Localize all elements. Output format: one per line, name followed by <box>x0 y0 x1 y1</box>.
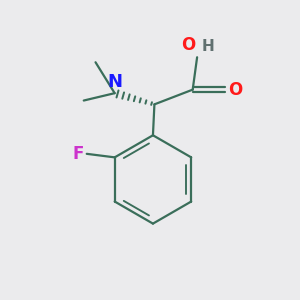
Text: O: O <box>228 81 242 99</box>
Text: O: O <box>182 36 196 54</box>
Text: F: F <box>72 145 84 163</box>
Text: N: N <box>107 73 122 91</box>
Text: H: H <box>202 39 214 54</box>
